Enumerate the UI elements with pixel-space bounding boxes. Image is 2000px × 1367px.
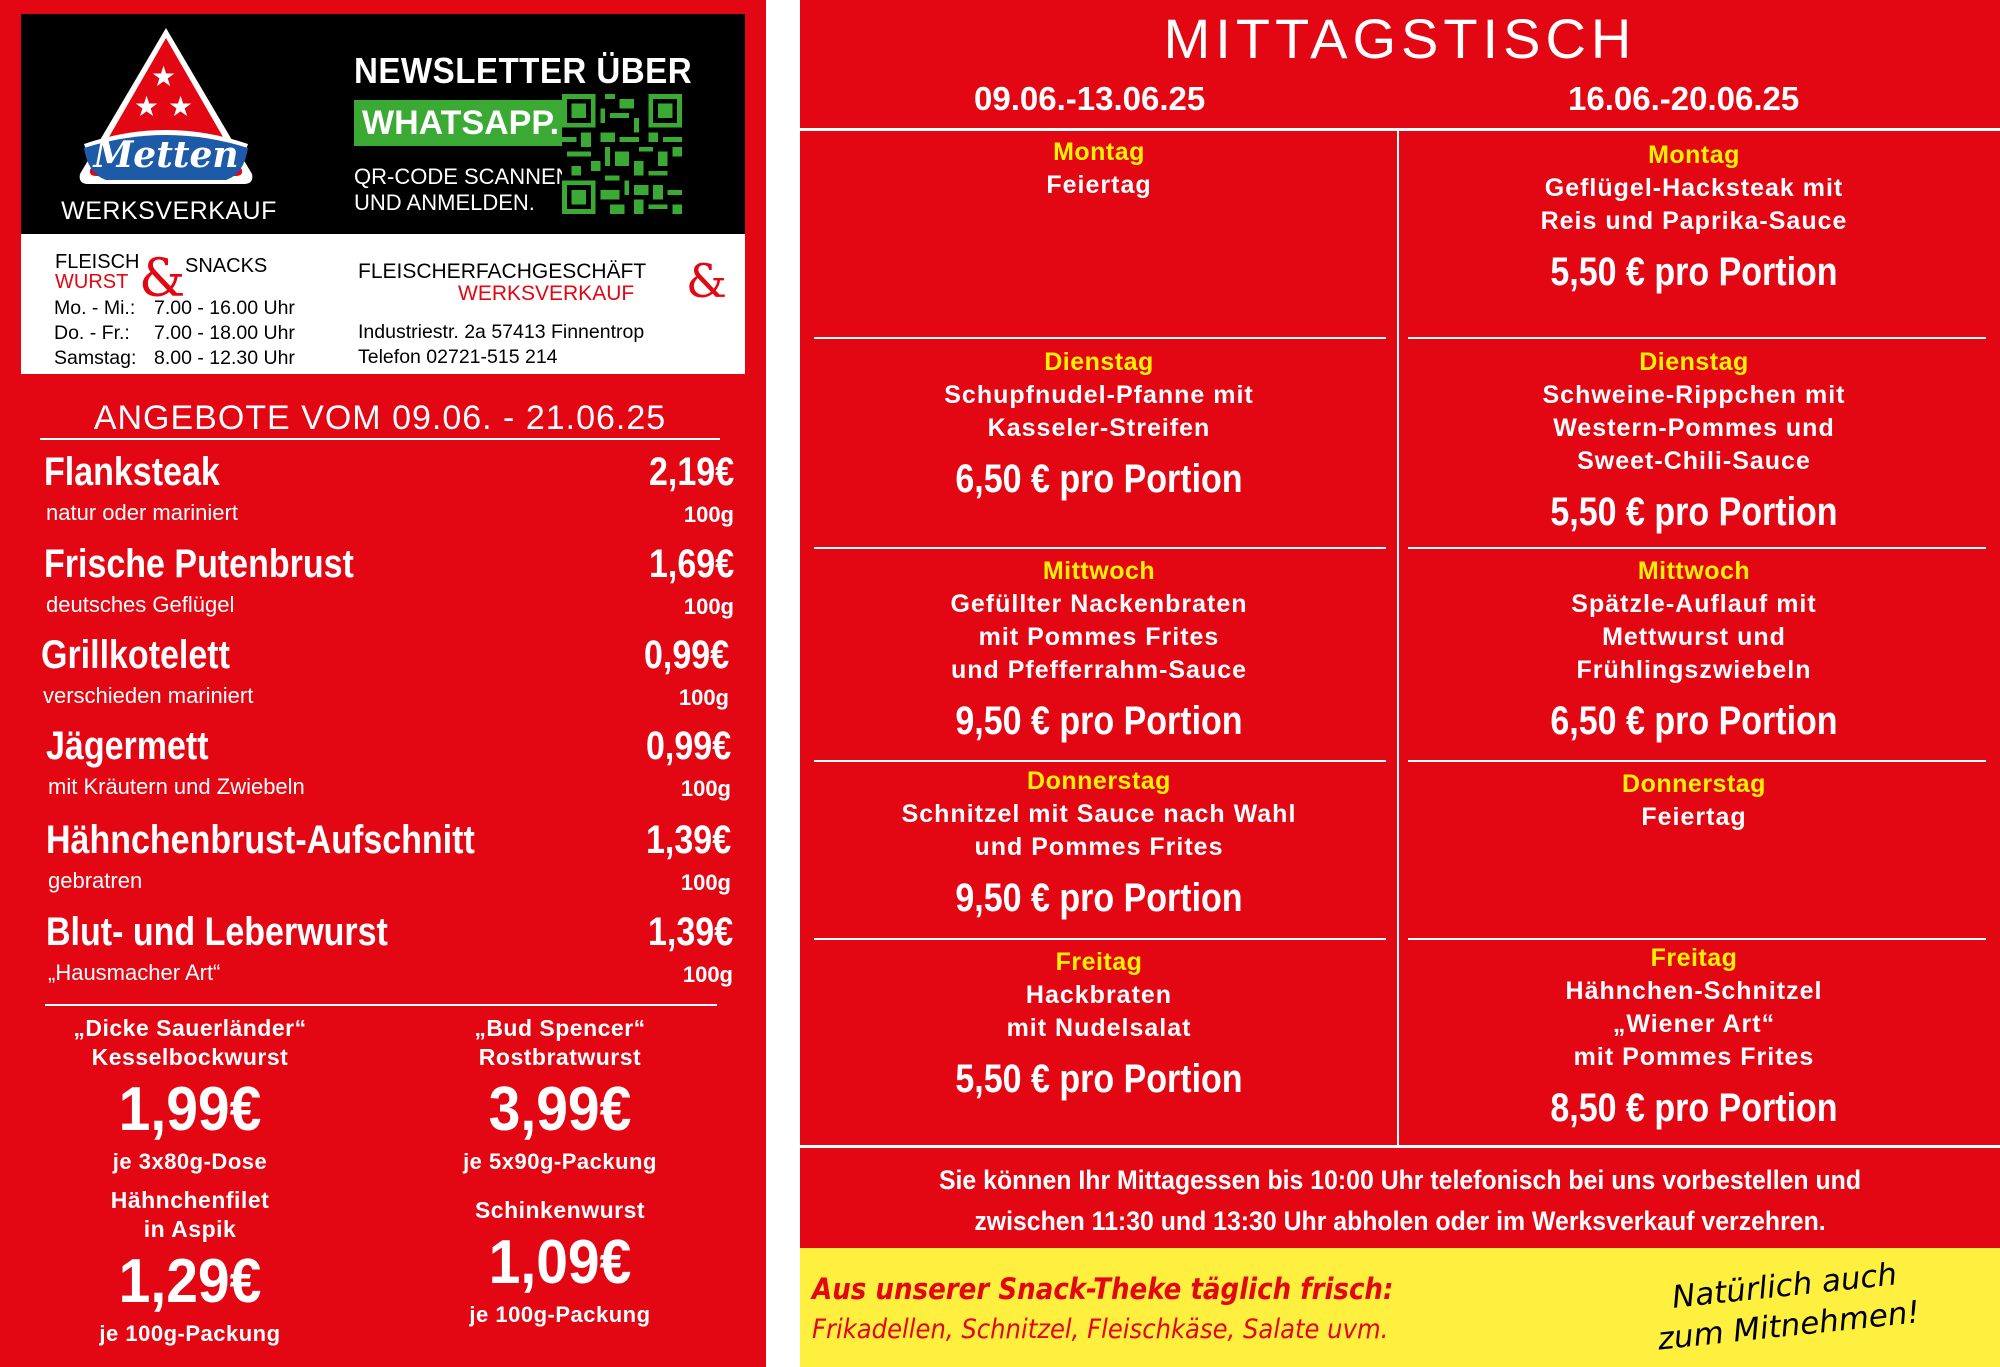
snack-offer: Hähnchenfilet in Aspik 1,29€ je 100g-Pac… [99, 1187, 281, 1346]
row-divider [1408, 547, 1986, 549]
week-2-label: 16.06.-20.06.25 [1568, 80, 1800, 117]
header-black: ★ ★ ★ Metten WERKSVERKAUF NEWSLETTER ÜBE… [21, 14, 745, 234]
svg-text:FLEISCH: FLEISCH [55, 251, 139, 273]
hours-row: Samstag: 8.00 - 12.30 Uhr [54, 347, 295, 369]
menu-cell-w1-freitag: Freitag Hackbraten mit Nudelsalat 5,50 €… [955, 948, 1243, 1101]
werksverkauf-label: WERKSVERKAUF [61, 197, 277, 225]
row-divider [814, 547, 1386, 549]
snack-theke-banner: Aus unserer Snack-Theke täglich frisch: … [800, 1248, 2000, 1367]
svg-text:★: ★ [151, 60, 176, 93]
row-divider [814, 760, 1386, 762]
newsletter-title: NEWSLETTER ÜBER [354, 50, 693, 91]
svg-text:WURST: WURST [55, 271, 128, 293]
svg-text:★: ★ [168, 90, 193, 123]
offer-item: Grillkotelett 0,99€ verschieden mariniert… [41, 633, 729, 710]
divider [45, 1004, 717, 1006]
menu-cell-w1-montag: Montag Feiertag [1046, 138, 1152, 199]
offer-item: Flanksteak 2,19€ natur oder mariniert 100g [44, 450, 734, 527]
metten-logo: ★ ★ ★ Metten [79, 28, 253, 184]
svg-text:★: ★ [134, 90, 159, 123]
menu-cell-w2-mittwoch: Mittwoch Spätzle-Auflauf mit Mettwurst u… [1550, 557, 1838, 743]
address-block: Industriestr. 2a 57413 Finnentrop Telefo… [358, 320, 644, 370]
svg-text:SNACKS: SNACKS [185, 255, 267, 277]
column-divider [1397, 128, 1399, 1148]
offer-item: Blut- und Leberwurst 1,39€ „Hausmacher Ar… [46, 910, 733, 987]
row-divider [814, 938, 1386, 940]
hours-row: Do. - Fr.: 7.00 - 18.00 Uhr [54, 322, 295, 344]
menu-cell-w2-donnerstag: Donnerstag Feiertag [1622, 770, 1766, 831]
whatsapp-badge: WHATSAPP. [354, 100, 568, 146]
menu-cell-w1-donnerstag: Donnerstag Schnitzel mit Sauce nach Wahl… [901, 767, 1297, 920]
address: Industriestr. 2a 57413 Finnentrop [358, 321, 645, 343]
fleisch-wurst-snacks-logo: FLEISCH WURST & SNACKS [55, 249, 267, 308]
qr-code-icon[interactable] [561, 94, 683, 214]
store-info-box: FLEISCH WURST & SNACKS Mo. - Mi.: 7.00 - … [21, 234, 745, 374]
offer-item: Frische Putenbrust 1,69€ deutsches Geflüg… [44, 542, 734, 619]
opening-hours: Mo. - Mi.: 7.00 - 16.00 Uhr Do. - Fr.: 7.0… [54, 296, 295, 371]
week-1-label: 09.06.-13.06.25 [974, 80, 1206, 117]
svg-text:&: & [139, 249, 185, 308]
menu-cell-w2-freitag: Freitag Hähnchen-Schnitzel „Wiener Art“ … [1550, 944, 1838, 1130]
row-divider [1408, 760, 1986, 762]
row-divider [1408, 938, 1986, 940]
snack-offer: Schinkenwurst 1,09€ je 100g-Packung [469, 1197, 651, 1327]
fachgeschaeft-logo: FLEISCHERFACHGESCHÄFT WERKSVERKAUF & [358, 254, 727, 308]
offers-flyer: ★ ★ ★ Metten WERKSVERKAUF NEWSLETTER ÜBE… [0, 0, 766, 1367]
offer-item: Jägermett 0,99€ mit Kräutern und Zwiebeln… [46, 724, 731, 801]
hours-row: Mo. - Mi.: 7.00 - 16.00 Uhr [54, 297, 295, 319]
lunch-menu-flyer: MITTAGSTISCH 09.06.-13.06.25 16.06.-20.0… [800, 0, 2000, 1367]
snack-theke-heading: Aus unserer Snack-Theke täglich frisch: [812, 1272, 1394, 1306]
takeaway-note: Natürlich auch zum Mitnehmen! [1655, 1256, 1922, 1358]
menu-grid [800, 128, 2000, 1148]
offer-item: Hähnchenbrust-Aufschnitt 1,39€ gebratren 1… [46, 818, 731, 895]
menu-cell-w2-dienstag: Dienstag Schweine-Rippchen mit Western-P… [1542, 348, 1846, 534]
menu-title: MITTAGSTISCH [1163, 7, 1637, 70]
row-divider [1408, 337, 1986, 339]
menu-cell-w1-dienstag: Dienstag Schupfnudel-Pfanne mit Kasseler… [944, 348, 1254, 501]
snack-offer: „Bud Spencer“ Rostbratwurst 3,99€ je 5x9… [463, 1015, 657, 1174]
phone-link[interactable]: Telefon 02721-515 214 [358, 346, 558, 368]
menu-cell-w1-mittwoch: Mittwoch Gefüllter Nackenbraten mit Pomm… [950, 557, 1248, 743]
preorder-note: Sie können Ihr Mittagessen bis 10:00 Uhr… [938, 1165, 1862, 1236]
row-divider [814, 337, 1386, 339]
snack-theke-items: Frikadellen, Schnitzel, Fleischkäse, Sal… [812, 1314, 1389, 1345]
menu-cell-w2-montag: Montag Geflügel-Hacksteak mit Reis und P… [1540, 141, 1848, 294]
snack-offer: „Dicke Sauerländer“ Kesselbockwurst 1,99… [73, 1015, 307, 1174]
svg-text:Metten: Metten [91, 134, 238, 176]
qr-instructions: QR-CODE SCANNEN UND ANMELDEN. [354, 164, 572, 215]
offers-heading: ANGEBOTE VOM 09.06. - 21.06.25 [40, 398, 720, 440]
